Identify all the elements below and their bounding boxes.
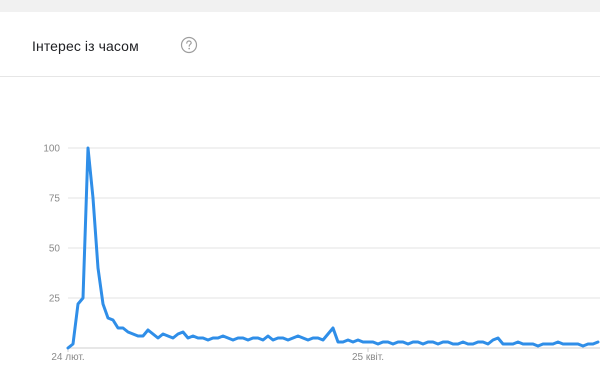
x-tick-label-0: 24 лют. <box>51 352 84 363</box>
y-tick-label-75: 75 <box>49 194 61 205</box>
chart-card: Інтерес із часом <box>0 12 600 365</box>
card-header: Інтерес із часом <box>0 12 600 77</box>
card-title: Інтерес із часом <box>32 38 139 54</box>
y-tick-label-25: 25 <box>49 294 61 305</box>
series-line-0 <box>66 146 600 350</box>
y-tick-label-100: 100 <box>43 144 60 155</box>
help-circle-icon[interactable] <box>180 36 198 54</box>
y-tick-label-50: 50 <box>49 244 61 255</box>
x-tick-label-1: 25 квіт. <box>352 352 384 363</box>
